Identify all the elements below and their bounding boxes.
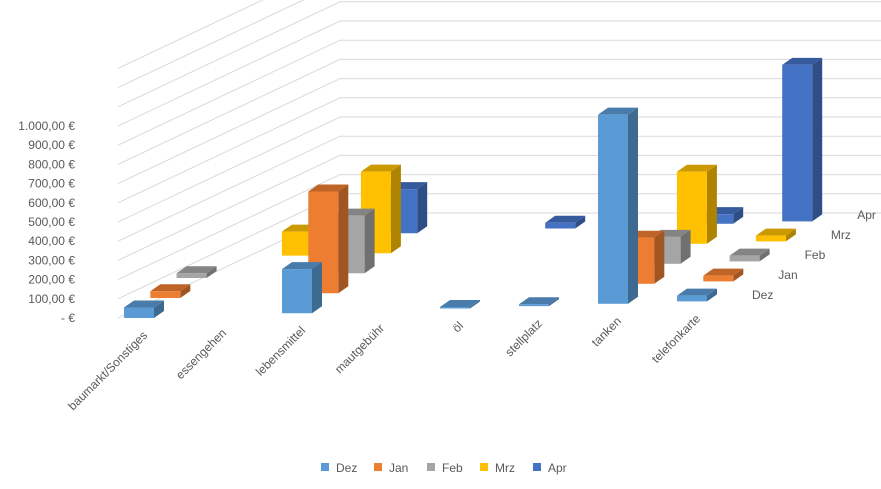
category-label: öl bbox=[450, 319, 467, 336]
bar bbox=[782, 57, 823, 222]
bar bbox=[650, 229, 691, 264]
y-tick-label: 600,00 € bbox=[28, 196, 75, 210]
depth-label: Apr bbox=[857, 208, 876, 222]
bar bbox=[124, 300, 164, 318]
depth-axis: Dez Jan Feb Mrz Apr bbox=[752, 208, 876, 302]
y-tick-label: - € bbox=[61, 311, 75, 325]
legend-swatch bbox=[480, 463, 488, 471]
bar bbox=[703, 268, 744, 282]
bar bbox=[150, 284, 191, 298]
y-tick-label: 100,00 € bbox=[28, 292, 75, 306]
category-label: telefonkarte bbox=[649, 311, 703, 365]
bar bbox=[282, 262, 322, 314]
category-label: lebensmittel bbox=[253, 323, 308, 378]
legend-item: Apr bbox=[533, 461, 567, 475]
legend-swatch bbox=[533, 463, 541, 471]
legend-item: Dez bbox=[321, 461, 357, 475]
bar bbox=[598, 107, 638, 304]
legend-swatch bbox=[427, 463, 435, 471]
y-tick-label: 900,00 € bbox=[28, 138, 75, 152]
bar bbox=[440, 299, 480, 309]
gridline bbox=[117, 0, 264, 69]
category-label: mautgebühr bbox=[332, 321, 387, 376]
legend-label: Apr bbox=[548, 461, 567, 475]
legend-item: Mrz bbox=[480, 461, 515, 475]
y-tick-label: 500,00 € bbox=[28, 215, 75, 229]
legend-label: Feb bbox=[442, 461, 463, 475]
gridline bbox=[117, 20, 881, 127]
legend-label: Dez bbox=[336, 461, 357, 475]
gridline bbox=[117, 39, 881, 146]
bar bbox=[176, 266, 217, 278]
legend-item: Feb bbox=[427, 461, 463, 475]
legend-swatch bbox=[374, 463, 382, 471]
depth-label: Feb bbox=[805, 248, 826, 262]
y-tick-label: 200,00 € bbox=[28, 273, 75, 287]
gridline bbox=[117, 1, 881, 108]
y-tick-label: 400,00 € bbox=[28, 234, 75, 248]
legend-label: Jan bbox=[389, 461, 408, 475]
y-tick-label: 1.000,00 € bbox=[18, 119, 75, 133]
bar bbox=[729, 248, 770, 262]
gridline bbox=[117, 193, 881, 300]
legend: Dez Jan Feb Mrz Apr bbox=[321, 461, 567, 475]
bar bbox=[755, 228, 796, 242]
y-tick-label: 300,00 € bbox=[28, 253, 75, 267]
y-tick-label: 700,00 € bbox=[28, 177, 75, 191]
depth-label: Jan bbox=[778, 268, 797, 282]
bars bbox=[124, 57, 823, 318]
category-label: essengehen bbox=[173, 326, 229, 382]
bar bbox=[677, 288, 717, 302]
category-label: baumarkt/Sonstiges bbox=[65, 328, 150, 413]
y-tick-label: 800,00 € bbox=[28, 157, 75, 171]
legend-swatch bbox=[321, 463, 329, 471]
legend-label: Mrz bbox=[495, 461, 515, 475]
bar bbox=[519, 297, 559, 307]
y-axis: - € 100,00 € 200,00 € 300,00 € 400,00 € 500,0… bbox=[18, 119, 75, 325]
gridlines bbox=[117, 0, 881, 319]
category-label: stellplatz bbox=[502, 316, 545, 359]
bar bbox=[545, 215, 586, 229]
category-label: tanken bbox=[589, 314, 624, 349]
gridline bbox=[117, 0, 305, 89]
depth-label: Dez bbox=[752, 288, 773, 302]
legend-item: Jan bbox=[374, 461, 408, 475]
depth-label: Mrz bbox=[831, 228, 851, 242]
category-axis: baumarkt/Sonstiges essengehen lebensmittel… bbox=[65, 311, 703, 413]
